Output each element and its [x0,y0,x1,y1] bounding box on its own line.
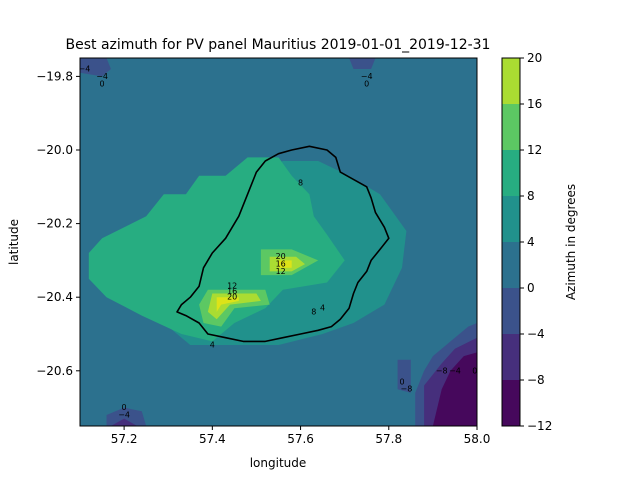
contour-label-20: −4 [449,366,461,375]
colorbar-bands [502,58,520,426]
colorbar-label: Azimuth in degrees [564,184,578,300]
x-axis-label: longitude [250,456,307,470]
contour-label-5: 20 [227,293,237,302]
contour-region-6 [278,260,292,268]
colorbar-tick-label-2: −4 [527,327,545,341]
contour-label-13: 0 [100,79,105,88]
colorbar-band-2 [502,288,520,334]
contour-label-2: 12 [276,267,286,276]
contour-region-10 [432,352,477,426]
contour-label-3: 12 [227,282,237,291]
contour-region-11 [106,407,147,426]
colorbar-band-6 [502,104,520,150]
contour-regions [80,58,477,426]
y-tick-label-0: −19.8 [36,69,73,83]
x-tick-label-1: 57.4 [199,432,226,446]
contour-region-1 [88,157,345,342]
chart-title: Best azimuth for PV panel Mauritius 2019… [66,37,491,53]
colorbar-tick-label-8: 20 [527,51,542,65]
colorbar-tick-label-5: 8 [527,189,535,203]
x-tick-label-0: 57.2 [111,432,138,446]
contour-region-7 [216,297,239,312]
colorbar-band-4 [502,196,520,242]
colorbar-tick-label-4: 4 [527,235,535,249]
contour-label-17: 0 [399,377,404,386]
contour-label-6: 8 [298,179,303,188]
contour-label-9: 4 [210,341,215,350]
contour-label-21: 0 [472,366,477,375]
contour-label-8: 4 [320,304,325,313]
plot-frame [79,57,478,427]
y-axis-label: latitude [7,219,21,265]
coastline [176,145,390,343]
contour-label-19: −8 [436,366,448,375]
contour-label-16: −4 [118,411,130,420]
contour-label-12: −4 [96,72,108,81]
y-tick-label-3: −20.4 [36,290,73,304]
y-axis-ticks: −19.8 −20.0 −20.2 −20.4 −20.6 [36,69,80,378]
colorbar-tick-label-6: 12 [527,143,542,157]
contour-label-10: −4 [361,72,373,81]
contour-label-14: −4 [79,65,91,74]
y-tick-label-1: −20.0 [36,143,73,157]
x-tick-label-4: 58.0 [464,432,491,446]
contour-region-15 [397,359,411,393]
colorbar-band-0 [502,380,520,426]
colorbar-band-3 [502,242,520,288]
y-tick-label-2: −20.2 [36,217,73,231]
contour-label-4: 16 [227,287,237,296]
contour-label-7: 8 [311,307,316,316]
colorbar-tick-label-3: 0 [527,281,535,295]
contour-label-15: 0 [122,403,127,412]
contour-region-12 [110,418,138,426]
colorbar-tick-label-0: −12 [527,419,552,433]
coastline-layer [176,145,390,343]
x-tick-label-3: 57.8 [375,432,402,446]
contour-label-18: −8 [401,385,413,394]
x-tick-label-2: 57.6 [287,432,314,446]
colorbar-band-1 [502,334,520,380]
contour-label-1: 16 [276,260,286,269]
colorbar-ticks: −12 −8 −4 0 4 8 12 16 20 [520,51,552,433]
contour-region-14 [349,58,376,69]
colorbar-tick-label-7: 16 [527,97,542,111]
contour-label-0: 20 [276,252,286,261]
colorbar-tick-label-1: −8 [527,373,545,387]
x-axis-ticks: 57.2 57.4 57.6 57.8 58.0 [111,426,491,446]
colorbar-band-5 [502,150,520,196]
colorbar-band-7 [502,58,520,104]
colorbar: −12 −8 −4 0 4 8 12 16 20 Azimuth in degrees [501,51,578,433]
contour-region-13 [80,58,111,77]
y-tick-label-4: −20.6 [36,364,73,378]
contour-label-11: 0 [364,79,369,88]
